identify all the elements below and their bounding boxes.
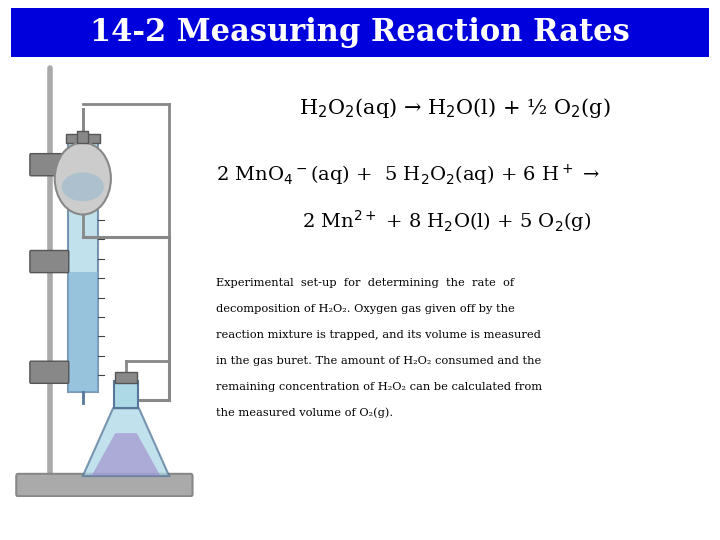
- Text: remaining concentration of H₂O₂ can be calculated from: remaining concentration of H₂O₂ can be c…: [216, 382, 542, 392]
- Circle shape: [55, 143, 111, 214]
- Text: 2 Mn$^{2+}$ + 8 H$_2$O(l) + 5 O$_2$(g): 2 Mn$^{2+}$ + 8 H$_2$O(l) + 5 O$_2$(g): [302, 208, 592, 234]
- Text: reaction mixture is trapped, and its volume is measured: reaction mixture is trapped, and its vol…: [216, 330, 541, 340]
- Polygon shape: [83, 408, 169, 476]
- Bar: [68, 272, 98, 392]
- FancyBboxPatch shape: [17, 474, 192, 496]
- Bar: [78, 131, 89, 143]
- Text: in the gas buret. The amount of H₂O₂ consumed and the: in the gas buret. The amount of H₂O₂ con…: [216, 356, 541, 366]
- Bar: [115, 372, 137, 383]
- Text: 14-2 Measuring Reaction Rates: 14-2 Measuring Reaction Rates: [90, 17, 630, 48]
- Text: decomposition of H₂O₂. Oxygen gas given off by the: decomposition of H₂O₂. Oxygen gas given …: [216, 305, 515, 314]
- Text: the measured volume of O₂(g).: the measured volume of O₂(g).: [216, 408, 393, 418]
- Ellipse shape: [62, 172, 104, 201]
- Bar: [66, 134, 100, 143]
- Polygon shape: [91, 433, 161, 476]
- Text: H$_2$O$_2$(aq) → H$_2$O(l) + ½ O$_2$(g): H$_2$O$_2$(aq) → H$_2$O(l) + ½ O$_2$(g): [299, 96, 611, 120]
- Text: Experimental  set-up  for  determining  the  rate  of: Experimental set-up for determining the …: [216, 279, 514, 288]
- Bar: [114, 381, 138, 408]
- FancyBboxPatch shape: [30, 251, 69, 273]
- FancyBboxPatch shape: [30, 154, 69, 176]
- FancyBboxPatch shape: [11, 8, 709, 57]
- FancyBboxPatch shape: [30, 361, 69, 383]
- Text: 2 MnO$_4$$^-$(aq) +  5 H$_2$O$_2$(aq) + 6 H$^+$ →: 2 MnO$_4$$^-$(aq) + 5 H$_2$O$_2$(aq) + 6…: [216, 163, 600, 188]
- Bar: [68, 143, 98, 392]
